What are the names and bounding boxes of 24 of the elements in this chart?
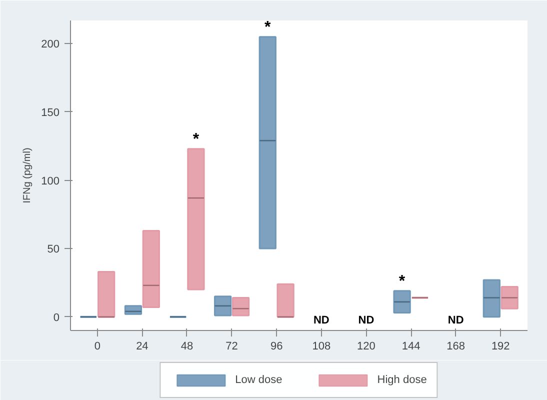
annotation: * (192, 130, 200, 148)
x-tick-label: 96 (270, 340, 283, 352)
x-tick-label: 144 (402, 340, 420, 352)
x-tick-label: 192 (491, 340, 510, 352)
annotation: ND (448, 314, 464, 326)
x-tick-label: 0 (94, 340, 100, 352)
legend-label: High dose (377, 374, 427, 386)
y-tick-label: 150 (41, 107, 60, 119)
x-tick-label: 108 (312, 340, 331, 352)
annotation: * (398, 272, 406, 290)
y-tick-label: 200 (41, 38, 60, 51)
annotation: ND (358, 314, 374, 326)
legend-label: Low dose (235, 374, 282, 386)
x-tick-label: 120 (357, 340, 376, 352)
y-axis-title: IFNg (pg/ml) (22, 148, 34, 204)
x-tick-label: 168 (446, 340, 465, 352)
x-tick-label: 72 (226, 340, 238, 352)
y-tick-label: 50 (47, 244, 60, 256)
x-tick-label: 48 (180, 340, 194, 352)
annotation: * (264, 18, 272, 36)
y-tick-label: 100 (41, 175, 60, 188)
y-tick-label: 0 (53, 312, 60, 324)
annotation: ND (313, 314, 330, 326)
x-tick-label: 24 (136, 340, 148, 352)
